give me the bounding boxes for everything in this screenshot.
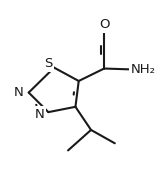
Text: N: N xyxy=(35,108,45,121)
Text: S: S xyxy=(44,57,52,70)
Text: S: S xyxy=(44,57,52,70)
Text: O: O xyxy=(99,18,109,31)
Text: O: O xyxy=(99,18,109,31)
Text: N: N xyxy=(35,108,45,121)
Text: NH₂: NH₂ xyxy=(131,63,156,76)
Text: N: N xyxy=(13,86,23,100)
Text: NH₂: NH₂ xyxy=(131,63,156,76)
Text: N: N xyxy=(13,86,23,100)
